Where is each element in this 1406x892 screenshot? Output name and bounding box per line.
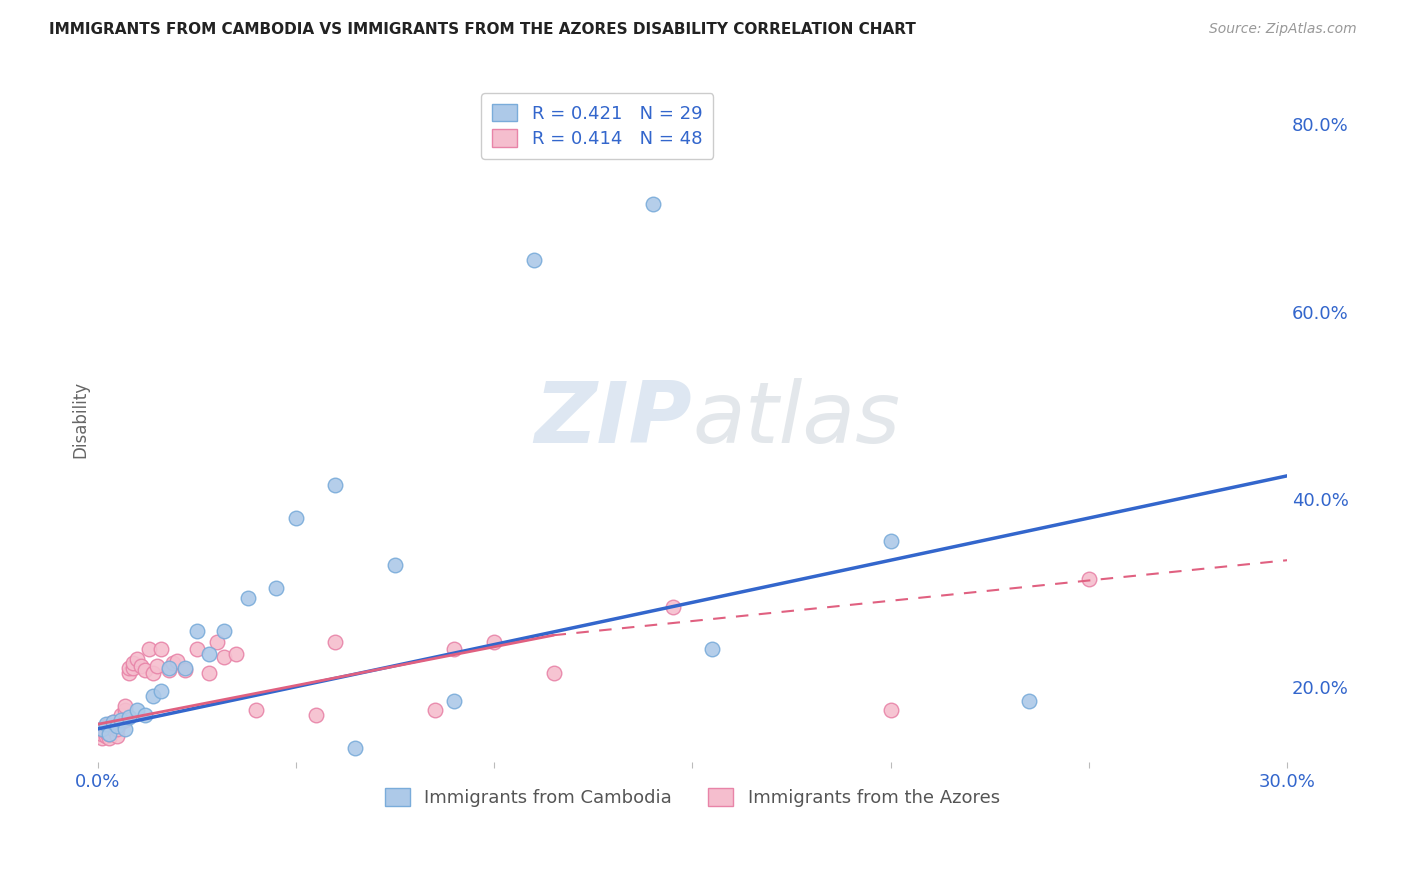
Point <box>103 715 125 730</box>
Point <box>173 661 195 675</box>
Point <box>205 634 228 648</box>
Point <box>443 642 465 657</box>
Point <box>110 707 132 722</box>
Point <box>225 647 247 661</box>
Point <box>186 624 208 638</box>
Point <box>264 582 287 596</box>
Point <box>1077 572 1099 586</box>
Point <box>523 253 546 268</box>
Point <box>142 689 165 703</box>
Point <box>94 729 117 743</box>
Point <box>94 724 117 739</box>
Point <box>98 726 121 740</box>
Point <box>122 657 145 671</box>
Point <box>114 713 136 727</box>
Point <box>157 663 180 677</box>
Point <box>1018 694 1040 708</box>
Point <box>127 651 149 665</box>
Point <box>98 717 121 731</box>
Point <box>129 659 152 673</box>
Point <box>162 657 184 671</box>
Point <box>105 719 128 733</box>
Point <box>105 729 128 743</box>
Point <box>186 642 208 657</box>
Point <box>138 642 160 657</box>
Text: Source: ZipAtlas.com: Source: ZipAtlas.com <box>1209 22 1357 37</box>
Point <box>157 661 180 675</box>
Point <box>103 715 125 730</box>
Point <box>173 663 195 677</box>
Point <box>214 624 236 638</box>
Text: ZIP: ZIP <box>534 378 692 461</box>
Legend: Immigrants from Cambodia, Immigrants from the Azores: Immigrants from Cambodia, Immigrants fro… <box>377 781 1007 814</box>
Point <box>214 649 236 664</box>
Point <box>118 710 141 724</box>
Point <box>90 731 112 746</box>
Text: IMMIGRANTS FROM CAMBODIA VS IMMIGRANTS FROM THE AZORES DISABILITY CORRELATION CH: IMMIGRANTS FROM CAMBODIA VS IMMIGRANTS F… <box>49 22 917 37</box>
Point <box>325 478 347 492</box>
Point <box>344 740 367 755</box>
Point <box>443 694 465 708</box>
Point <box>150 684 173 698</box>
Point <box>90 722 112 736</box>
Point <box>98 731 121 746</box>
Point <box>142 665 165 680</box>
Point <box>284 511 307 525</box>
Point <box>238 591 260 605</box>
Text: atlas: atlas <box>692 378 900 461</box>
Point <box>98 726 121 740</box>
Point <box>384 558 406 572</box>
Point <box>661 600 683 615</box>
Y-axis label: Disability: Disability <box>72 381 89 458</box>
Point <box>118 665 141 680</box>
Point <box>197 665 219 680</box>
Point <box>94 719 117 733</box>
Point <box>110 713 132 727</box>
Point <box>146 659 169 673</box>
Point <box>423 703 446 717</box>
Point <box>127 703 149 717</box>
Point <box>122 661 145 675</box>
Point <box>110 715 132 730</box>
Point <box>114 703 136 717</box>
Point <box>482 634 505 648</box>
Point <box>90 722 112 736</box>
Point <box>197 647 219 661</box>
Point <box>166 654 188 668</box>
Point <box>641 197 664 211</box>
Point <box>245 703 267 717</box>
Point <box>543 665 565 680</box>
Point <box>305 707 328 722</box>
Point <box>103 722 125 736</box>
Point <box>118 661 141 675</box>
Point <box>134 663 156 677</box>
Point <box>90 726 112 740</box>
Point <box>150 642 173 657</box>
Point <box>702 642 724 657</box>
Point <box>134 707 156 722</box>
Point <box>879 703 901 717</box>
Point <box>105 722 128 736</box>
Point <box>114 698 136 713</box>
Point <box>325 634 347 648</box>
Point <box>94 717 117 731</box>
Point <box>879 534 901 549</box>
Point <box>114 722 136 736</box>
